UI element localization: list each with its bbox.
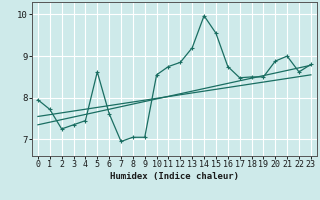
X-axis label: Humidex (Indice chaleur): Humidex (Indice chaleur)	[110, 172, 239, 181]
